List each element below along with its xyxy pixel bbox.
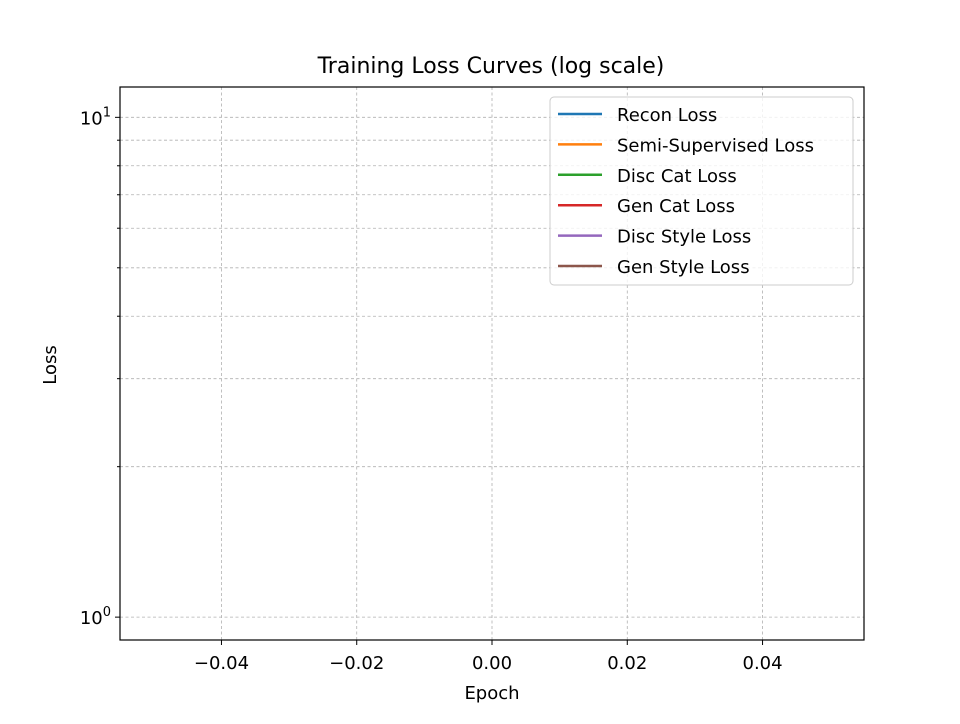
legend-label: Disc Style Loss [617, 227, 751, 248]
y-tick-label: 100 [80, 605, 111, 629]
x-tick-label: −0.02 [329, 653, 384, 674]
grid [120, 87, 864, 640]
y-axis-ticks: 100 101 [80, 105, 120, 629]
x-axis-label: Epoch [464, 683, 519, 704]
y-axis-label: Loss [40, 345, 61, 384]
legend-box [549, 96, 854, 286]
x-tick-label: 0.04 [743, 653, 783, 674]
legend: Recon Loss Semi-Supervised Loss Disc Cat L… [549, 96, 854, 286]
x-tick-label: 0.02 [607, 653, 647, 674]
legend-label: Recon Loss [617, 105, 717, 126]
x-tick-label: −0.04 [194, 653, 249, 674]
x-tick-label: 0.00 [472, 653, 512, 674]
y-tick-label: 101 [80, 105, 111, 129]
chart-title: Training Loss Curves (log scale) [317, 54, 665, 79]
legend-label: Disc Cat Loss [617, 166, 737, 187]
legend-label: Gen Cat Loss [617, 196, 735, 217]
legend-label: Gen Style Loss [617, 257, 750, 278]
x-axis-ticks: −0.04 −0.02 0.00 0.02 0.04 [194, 640, 783, 674]
legend-label: Semi-Supervised Loss [617, 135, 814, 156]
